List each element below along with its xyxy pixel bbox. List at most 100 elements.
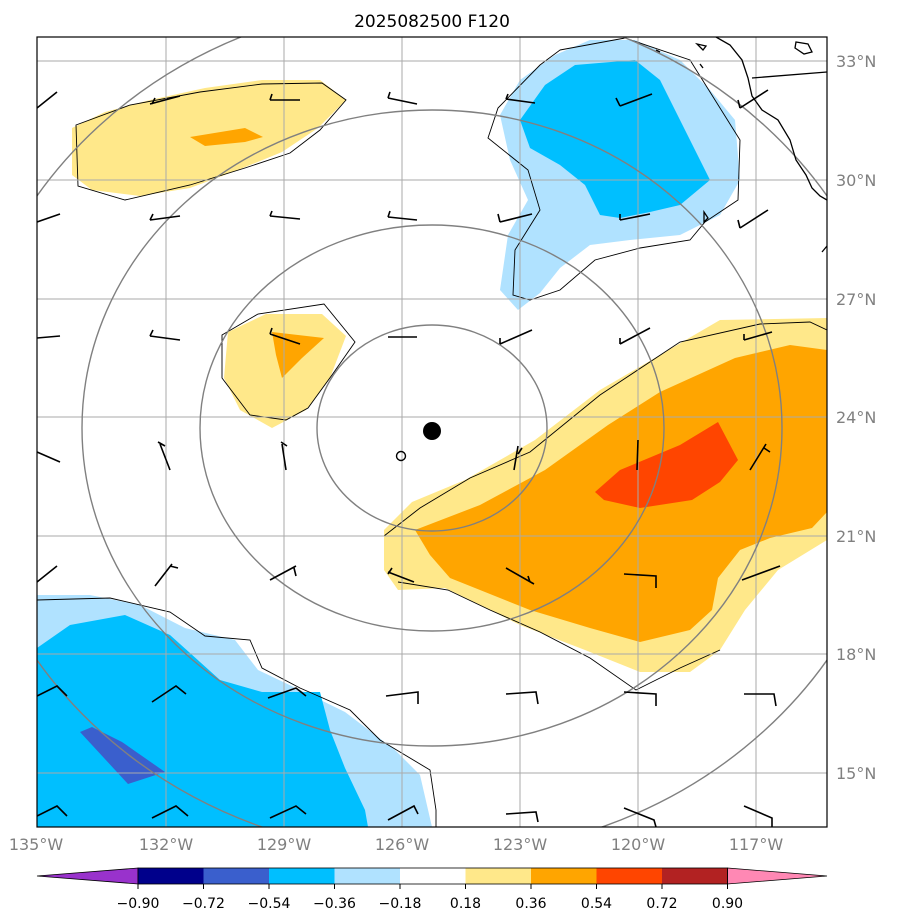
- colorbar-extend-high: [727, 867, 828, 885]
- colorbar-tick-label: −0.36: [313, 896, 356, 912]
- range-ring-3: [81, 109, 783, 747]
- wind-barb: [513, 445, 523, 471]
- wind-barb: [269, 93, 300, 101]
- storm-center-marker: [423, 422, 441, 440]
- wind-barb: [387, 804, 419, 821]
- colorbar-tick-label: 0.72: [646, 896, 677, 912]
- wind-barb: [497, 213, 533, 223]
- coastline: [655, 37, 827, 253]
- wind-barb: [623, 573, 657, 588]
- colorbar-bin: [662, 868, 728, 884]
- wind-barb: [743, 331, 773, 341]
- lat-label: 33°N: [836, 52, 876, 71]
- wind-barb: [505, 93, 536, 104]
- colorbar-tick-label: 0.36: [515, 896, 546, 912]
- wind-barb: [623, 691, 657, 706]
- wind-barb: [505, 691, 539, 705]
- lon-label: 126°W: [375, 835, 430, 854]
- wind-barb: [269, 210, 301, 220]
- wind-barb: [269, 327, 301, 345]
- wind-barb: [37, 451, 61, 463]
- wind-barb: [737, 209, 769, 229]
- wind-barb: [619, 327, 651, 345]
- lon-label: 123°W: [493, 835, 548, 854]
- colorbar-tick-label: −0.18: [379, 896, 422, 912]
- colorbar-tick-label: −0.90: [117, 896, 160, 912]
- colorbar-bin: [203, 868, 269, 884]
- wind-barb: [505, 811, 539, 823]
- map-area: [37, 37, 827, 827]
- wind-barb: [636, 439, 639, 471]
- range-rings: [37, 37, 827, 827]
- colorbar-bin: [138, 868, 204, 884]
- wind-barb: [37, 213, 61, 223]
- wind-barb: [149, 95, 181, 105]
- positive-anomaly-medium: [190, 128, 263, 146]
- wind-barb: [623, 807, 657, 827]
- latitude-labels: 33°N 30°N 27°N 24°N 21°N 18°N 15°N: [836, 52, 876, 783]
- wind-barb: [37, 565, 58, 583]
- colorbar-bin: [531, 868, 597, 884]
- lon-label: 135°W: [9, 835, 64, 854]
- wind-barb: [269, 805, 307, 819]
- lat-label: 18°N: [836, 645, 876, 664]
- colorbar-frame: [137, 867, 728, 885]
- wind-barbs: [37, 89, 781, 827]
- lon-label: 132°W: [139, 835, 194, 854]
- wind-barb: [615, 93, 653, 107]
- wind-barb: [37, 805, 68, 817]
- lon-label: 129°W: [257, 835, 312, 854]
- lat-label: 21°N: [836, 527, 876, 546]
- wind-barb: [151, 685, 187, 703]
- wind-barb: [280, 441, 288, 471]
- wind-barb: [385, 691, 419, 704]
- colorbar-bin: [596, 868, 662, 884]
- lat-label: 24°N: [836, 408, 876, 427]
- lat-label: 30°N: [836, 171, 876, 190]
- colorbar-bin: [465, 868, 531, 884]
- colorbar-bin: [334, 868, 400, 884]
- wind-barb: [269, 565, 297, 581]
- map-title: 2025082500 F120: [354, 12, 510, 32]
- lat-label: 15°N: [836, 764, 876, 783]
- colorbar-bin: [400, 868, 466, 884]
- negative-anomaly-strong: [80, 727, 165, 784]
- wind-barb: [744, 693, 777, 707]
- graticule: [37, 37, 827, 827]
- colorbar: −0.90 −0.72 −0.54 −0.36 −0.18 0.18 0.36 …: [36, 867, 828, 912]
- range-ring-2: [199, 224, 665, 632]
- wind-barb: [37, 335, 61, 339]
- wind-barb: [619, 213, 651, 221]
- wind-barb: [741, 565, 781, 581]
- colorbar-tick-label: 0.90: [712, 896, 743, 912]
- wind-barb: [505, 567, 535, 585]
- wind-barb: [151, 805, 189, 819]
- wind-barb: [737, 89, 769, 109]
- colorbar-bin: [269, 868, 335, 884]
- lon-label: 117°W: [729, 835, 784, 854]
- longitude-labels: 135°W 132°W 129°W 126°W 123°W 120°W 117°…: [9, 835, 784, 854]
- wind-barb: [149, 329, 181, 341]
- wind-barb: [37, 91, 58, 109]
- wind-barb: [149, 213, 181, 221]
- wind-barb: [37, 685, 68, 697]
- wind-barb: [154, 563, 179, 587]
- secondary-center-marker: [395, 450, 407, 462]
- lon-label: 120°W: [611, 835, 666, 854]
- wind-barb: [387, 210, 418, 221]
- wind-barb: [743, 805, 773, 827]
- positive-anomaly-strong: [595, 422, 738, 508]
- wind-barb: [267, 687, 307, 699]
- wind-barb: [387, 567, 415, 583]
- colorbar-tick-label: −0.72: [182, 896, 225, 912]
- lat-label: 27°N: [836, 290, 876, 309]
- contour-lines: [37, 37, 827, 827]
- range-ring-1: [316, 324, 548, 532]
- colorbar-tick-label: 0.54: [581, 896, 612, 912]
- negative-anomaly-medium: [520, 60, 710, 218]
- colorbar-tick-label: 0.18: [450, 896, 481, 912]
- wind-barb: [387, 91, 418, 105]
- colorbar-tick-label: −0.54: [248, 896, 291, 912]
- wind-barb: [499, 329, 533, 345]
